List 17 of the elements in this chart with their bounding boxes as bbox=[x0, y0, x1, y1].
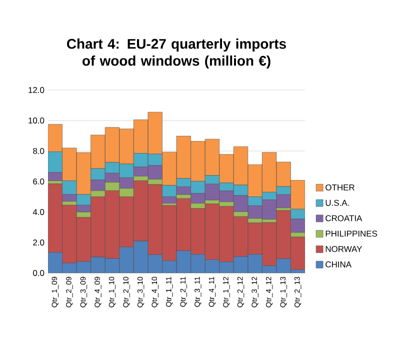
bar bbox=[62, 180, 77, 195]
legend-label: U.S.A. bbox=[326, 200, 349, 206]
y-tick-label: 10.0 bbox=[28, 118, 44, 124]
legend-label: OTHER bbox=[326, 184, 354, 190]
y-tick-label: 6.0 bbox=[33, 178, 44, 184]
y-tick-label: 2.0 bbox=[33, 240, 44, 246]
legend-label: CROATIA bbox=[326, 215, 362, 222]
chart-title: Chart 4: EU-27 quarterly imports of wood windows (million €) bbox=[67, 38, 286, 68]
legend-label: NORWAY bbox=[326, 246, 362, 252]
legend-label: CHINA bbox=[326, 261, 352, 268]
legend-label: PHILIPPINES bbox=[326, 230, 378, 237]
bar bbox=[48, 172, 62, 181]
y-tick-label: 12.0 bbox=[28, 87, 44, 93]
y-tick-label: 0.0 bbox=[33, 270, 44, 276]
y-tick-label: 8.0 bbox=[33, 148, 44, 154]
y-tick-label: 4.0 bbox=[32, 209, 44, 215]
bar bbox=[48, 152, 62, 172]
